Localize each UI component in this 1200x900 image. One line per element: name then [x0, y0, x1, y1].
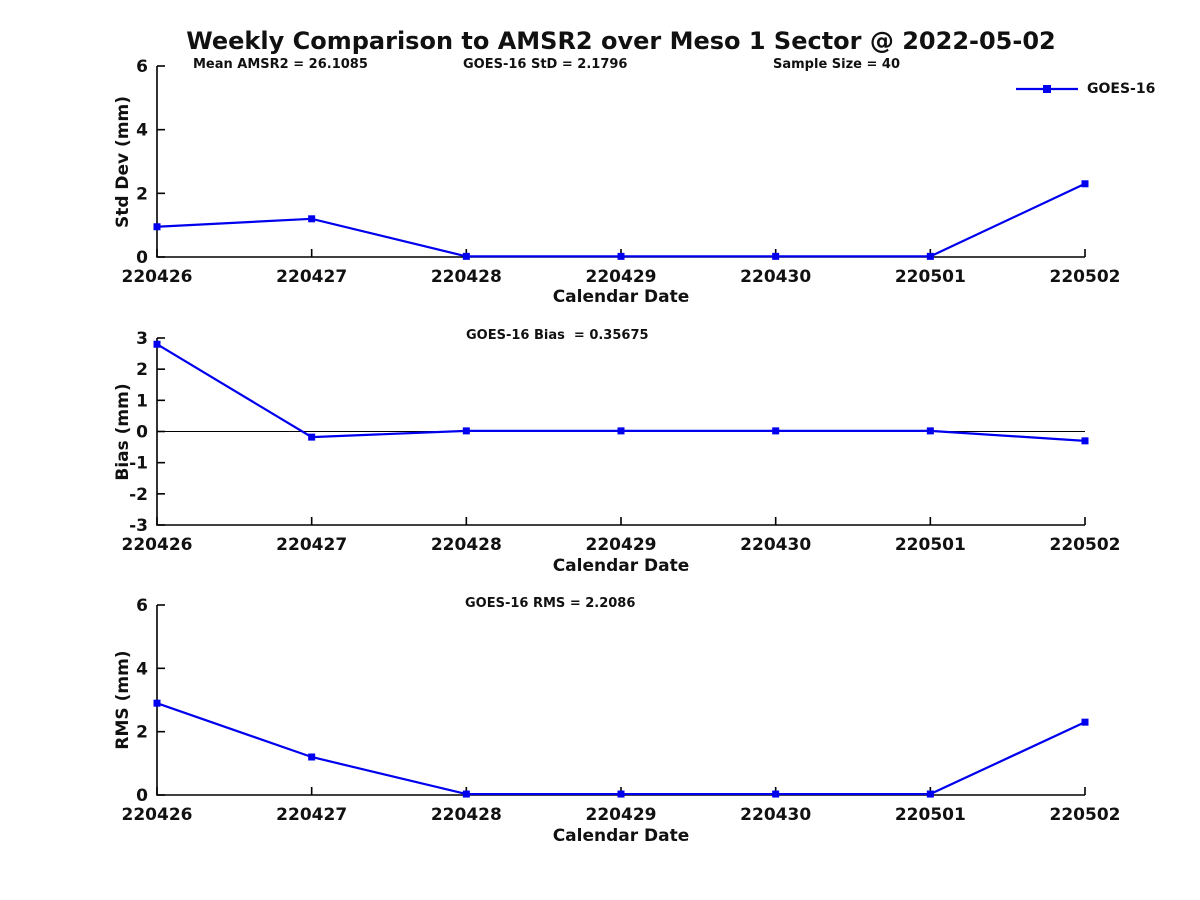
x-axis-label-bottom: Calendar Date — [552, 826, 690, 846]
x-tick-label: 220426 — [122, 267, 193, 287]
x-tick-label: 220502 — [1050, 805, 1121, 825]
data-point-marker — [462, 427, 470, 435]
data-point-marker — [153, 340, 161, 348]
x-tick-label: 220430 — [740, 535, 811, 555]
y-axis-label-bias: Bias (mm) — [113, 383, 133, 481]
y-tick-label: 0 — [136, 786, 148, 806]
annotation-mean-amsr2: Mean AMSR2 = 26.1085 — [193, 57, 368, 72]
x-tick-label: 220502 — [1050, 535, 1121, 555]
x-tick-label: 220428 — [431, 535, 502, 555]
y-tick-label: 1 — [136, 391, 148, 411]
y-tick-label: 2 — [136, 360, 148, 380]
data-point-marker — [1081, 718, 1089, 726]
data-point-marker — [772, 790, 780, 798]
legend-label: GOES-16 — [1087, 81, 1156, 97]
data-line — [156, 343, 1086, 442]
x-tick-label: 220427 — [276, 805, 347, 825]
data-point-marker — [926, 427, 934, 435]
x-tick-label: 220501 — [895, 535, 966, 555]
data-point-marker — [617, 252, 625, 260]
y-tick-label: 6 — [136, 57, 148, 77]
data-point-marker — [462, 252, 470, 260]
axis-spines — [156, 66, 1085, 258]
x-tick-label: 220426 — [122, 805, 193, 825]
y-tick-label: 6 — [136, 596, 148, 616]
x-tick-label: 220430 — [740, 805, 811, 825]
y-tick-label: 0 — [136, 423, 148, 443]
x-axis-label-top: Calendar Date — [552, 287, 690, 307]
y-tick-label: -3 — [129, 516, 148, 536]
y-tick-label: 4 — [136, 659, 148, 679]
annotation-goes16-rms: GOES-16 RMS = 2.2086 — [465, 596, 636, 611]
annotation-goes16-bias: GOES-16 Bias = 0.35675 — [466, 328, 649, 343]
data-point-marker — [462, 790, 470, 798]
y-tick-label: -2 — [129, 485, 148, 505]
data-line — [156, 182, 1086, 258]
y-tick-label: 0 — [136, 248, 148, 268]
legend-marker-icon — [1043, 85, 1051, 93]
x-tick-label: 220427 — [276, 267, 347, 287]
data-point-marker — [772, 427, 780, 435]
data-point-marker — [308, 433, 316, 441]
legend-swatch — [1016, 85, 1078, 93]
data-point-marker — [153, 223, 161, 231]
y-tick-label: 2 — [136, 723, 148, 743]
x-tick-label: 220430 — [740, 267, 811, 287]
x-tick-label: 220429 — [586, 535, 657, 555]
x-tick-label: 220426 — [122, 535, 193, 555]
x-tick-label: 220428 — [431, 805, 502, 825]
y-tick-label: 2 — [136, 184, 148, 204]
y-tick-label: -1 — [129, 454, 148, 474]
x-tick-label: 220429 — [586, 267, 657, 287]
legend: GOES-16 — [1016, 81, 1156, 97]
y-axis-label-rms: RMS (mm) — [113, 650, 133, 750]
data-point-marker — [308, 753, 316, 761]
x-tick-label: 220429 — [586, 805, 657, 825]
annotation-sample-size: Sample Size = 40 — [773, 57, 901, 72]
data-point-marker — [617, 427, 625, 435]
data-point-marker — [1081, 437, 1089, 445]
data-point-marker — [1081, 180, 1089, 188]
x-tick-label: 220428 — [431, 267, 502, 287]
data-point-marker — [926, 790, 934, 798]
data-point-marker — [772, 252, 780, 260]
data-point-marker — [308, 215, 316, 223]
data-point-marker — [926, 252, 934, 260]
x-tick-label: 220501 — [895, 267, 966, 287]
x-tick-label: 220427 — [276, 535, 347, 555]
figure-title: Weekly Comparison to AMSR2 over Meso 1 S… — [186, 27, 1056, 55]
axis-spines — [156, 605, 1085, 796]
x-axis-label-middle: Calendar Date — [552, 556, 690, 576]
y-tick-label: 3 — [136, 329, 148, 349]
x-tick-label: 220502 — [1050, 267, 1121, 287]
data-line — [156, 702, 1086, 796]
data-point-marker — [153, 699, 161, 707]
y-tick-label: 4 — [136, 121, 148, 141]
data-point-marker — [617, 790, 625, 798]
y-axis-label-stddev: Std Dev (mm) — [113, 95, 133, 229]
x-tick-label: 220501 — [895, 805, 966, 825]
annotation-goes16-std: GOES-16 StD = 2.1796 — [463, 57, 628, 72]
